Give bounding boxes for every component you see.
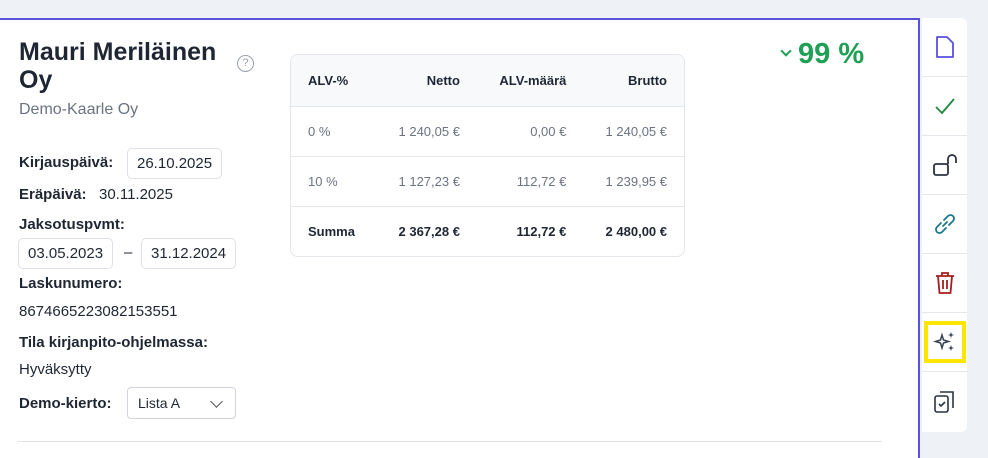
- invoice-number-value: 8674665223082153551: [19, 303, 178, 320]
- invoice-number-label: Laskunumero:: [19, 275, 123, 292]
- table-header-row: ALV-% Netto ALV-määrä Brutto: [291, 55, 684, 106]
- col-vat-amount: ALV-määrä: [476, 55, 584, 106]
- subtitle: Demo-Kaarle Oy: [19, 101, 139, 118]
- document-icon: [935, 36, 954, 58]
- period-end-input[interactable]: 31.12.2024: [141, 238, 237, 269]
- circulation-label: Demo-kierto:: [19, 395, 112, 412]
- divider: [18, 441, 882, 442]
- due-date-label: Eräpäivä:: [19, 186, 87, 203]
- circulation-select[interactable]: Lista A: [127, 387, 236, 419]
- clipboard-button[interactable]: [922, 372, 967, 431]
- cell: 2 367,28 €: [376, 205, 477, 256]
- action-sidebar: [922, 18, 967, 432]
- cell: 2 480,00 €: [583, 205, 684, 256]
- help-icon[interactable]: ?: [237, 55, 254, 72]
- period-separator: –: [124, 244, 133, 261]
- cell: 1 240,05 €: [583, 105, 684, 156]
- cell: 0 %: [291, 105, 377, 156]
- cell: 1 240,05 €: [376, 105, 477, 156]
- document-button[interactable]: [922, 18, 967, 77]
- unlock-icon: [932, 154, 957, 176]
- ai-button[interactable]: [922, 313, 967, 372]
- status-value: Hyväksytty: [19, 361, 92, 378]
- trash-icon: [935, 272, 954, 294]
- sparkles-icon: [932, 332, 954, 351]
- vat-table: ALV-% Netto ALV-määrä Brutto 0 % 1 240,0…: [290, 54, 685, 257]
- col-vat-rate: ALV-%: [291, 55, 377, 106]
- delete-button[interactable]: [922, 254, 967, 313]
- cell: 0,00 €: [476, 105, 584, 156]
- cell: 1 239,95 €: [583, 155, 684, 206]
- link-button[interactable]: [922, 195, 967, 254]
- cell: 1 127,23 €: [376, 155, 477, 206]
- cell: 112,72 €: [476, 155, 584, 206]
- col-gross: Brutto: [583, 55, 684, 106]
- col-net: Netto: [376, 55, 477, 106]
- table-row: 10 % 1 127,23 € 112,72 € 1 239,95 €: [291, 155, 684, 206]
- check-icon: [934, 98, 955, 115]
- chevron-down-icon: [780, 45, 792, 57]
- highlight-box: [923, 321, 966, 363]
- due-date-value: 30.11.2025: [99, 186, 173, 203]
- link-icon: [934, 214, 955, 234]
- period-start-input[interactable]: 03.05.2023: [18, 238, 114, 269]
- posting-date-input[interactable]: 26.10.2025: [127, 148, 223, 179]
- clipboard-check-icon: [933, 390, 954, 413]
- table-row: 0 % 1 240,05 € 0,00 € 1 240,05 €: [291, 105, 684, 156]
- confidence-score[interactable]: 99 %: [780, 38, 865, 71]
- period-label: Jaksotuspvmt:: [19, 216, 125, 233]
- cell: 112,72 €: [476, 205, 584, 256]
- company-name: Mauri Meriläinen Oy: [19, 38, 217, 94]
- circulation-value: Lista A: [138, 395, 181, 411]
- cell: 10 %: [291, 155, 377, 206]
- approve-button[interactable]: [922, 77, 967, 136]
- confidence-value: 99 %: [798, 38, 865, 70]
- cell: Summa: [291, 205, 377, 256]
- unlock-button[interactable]: [922, 136, 967, 195]
- posting-date-label: Kirjauspäivä:: [19, 154, 114, 171]
- status-label: Tila kirjanpito-ohjelmassa:: [19, 334, 208, 351]
- chevron-down-icon: [210, 395, 223, 408]
- table-sum-row: Summa 2 367,28 € 112,72 € 2 480,00 €: [291, 205, 684, 256]
